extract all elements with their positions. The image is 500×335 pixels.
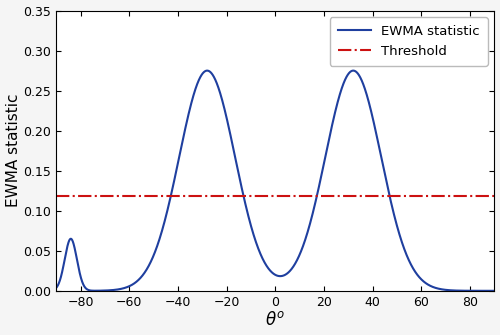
X-axis label: $\theta^o$: $\theta^o$ [266, 312, 285, 329]
Y-axis label: EWMA statistic: EWMA statistic [6, 94, 20, 207]
EWMA statistic [483, 289, 489, 293]
EWMA statistic [436, 287, 442, 291]
EWMA statistic [53, 286, 59, 290]
Threshold [272, 194, 278, 198]
EWMA statistic [240, 193, 246, 197]
Line: EWMA statistic: EWMA statistic [56, 71, 494, 291]
Threshold [275, 194, 281, 198]
EWMA statistic [129, 283, 135, 287]
Legend: EWMA statistic, Threshold: EWMA statistic, Threshold [330, 17, 488, 66]
EWMA statistic [492, 289, 498, 293]
EWMA statistic [222, 107, 228, 111]
EWMA statistic [103, 288, 109, 292]
EWMA statistic [204, 69, 210, 73]
